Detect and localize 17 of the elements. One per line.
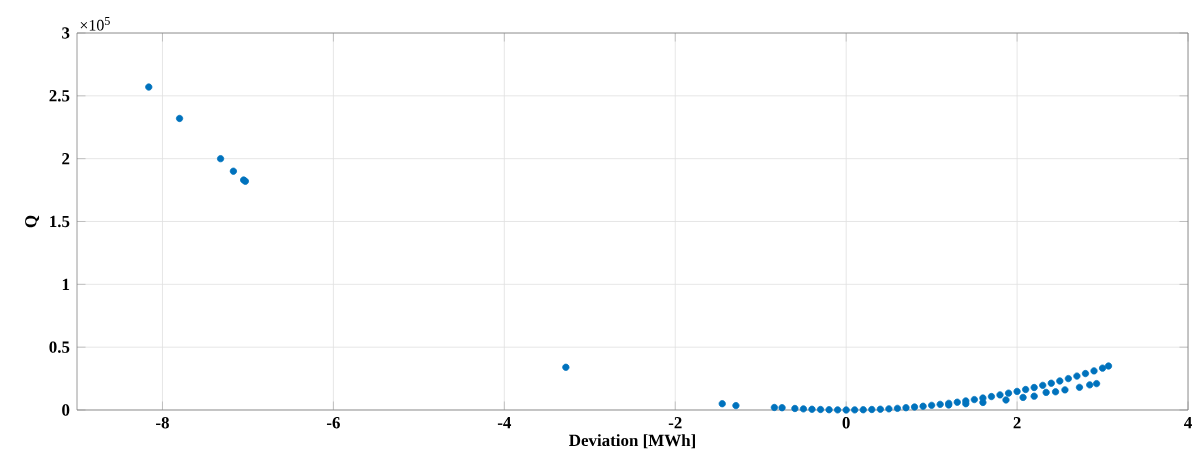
y-tick-label: 1: [62, 278, 70, 290]
x-tick-label: -8: [156, 417, 169, 429]
y-tick-label: 0: [62, 404, 70, 416]
text: ×10$^{5}$: [80, 16, 110, 31]
x-tick-label: 4: [1184, 417, 1192, 429]
y-axis-title: Q: [25, 215, 40, 228]
y-tick-label: 1.5: [50, 215, 70, 228]
x-tick-label: -2: [668, 417, 682, 429]
x-tick-label: 2: [1013, 417, 1021, 429]
x-tick-label: -4: [497, 417, 512, 429]
y-tick-label: 2: [62, 153, 70, 165]
y-tick-label: 2.5: [49, 90, 70, 102]
x-tick-label: -6: [326, 417, 340, 429]
y-tick-label: 0.5: [49, 341, 70, 353]
x-tick-label: 0: [842, 417, 850, 429]
y-tick-label: 3: [62, 27, 70, 39]
x-axis-title: Deviation [MWh]: [569, 434, 695, 449]
